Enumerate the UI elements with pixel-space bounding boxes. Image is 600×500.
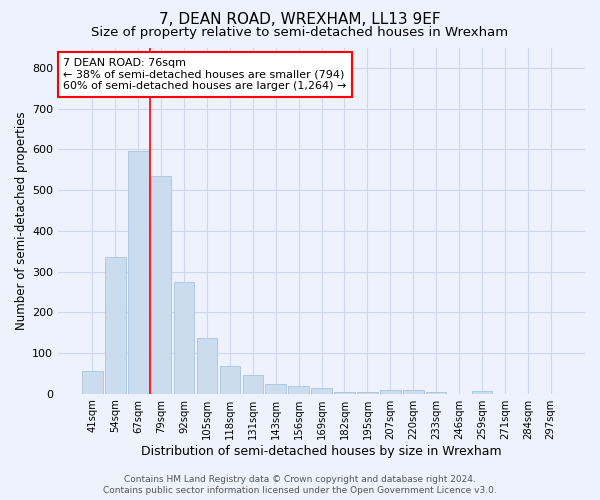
Bar: [174, 282, 194, 394]
Y-axis label: Number of semi-detached properties: Number of semi-detached properties: [15, 112, 28, 330]
X-axis label: Distribution of semi-detached houses by size in Wrexham: Distribution of semi-detached houses by …: [141, 444, 502, 458]
Bar: [105, 258, 125, 394]
Text: 7 DEAN ROAD: 76sqm
← 38% of semi-detached houses are smaller (794)
60% of semi-d: 7 DEAN ROAD: 76sqm ← 38% of semi-detache…: [64, 58, 347, 91]
Text: Size of property relative to semi-detached houses in Wrexham: Size of property relative to semi-detach…: [91, 26, 509, 39]
Bar: [197, 338, 217, 394]
Bar: [403, 390, 424, 394]
Bar: [151, 176, 172, 394]
Bar: [357, 392, 378, 394]
Bar: [311, 388, 332, 394]
Bar: [128, 152, 149, 394]
Text: Contains public sector information licensed under the Open Government Licence v3: Contains public sector information licen…: [103, 486, 497, 495]
Bar: [265, 384, 286, 394]
Text: 7, DEAN ROAD, WREXHAM, LL13 9EF: 7, DEAN ROAD, WREXHAM, LL13 9EF: [159, 12, 441, 28]
Bar: [334, 392, 355, 394]
Bar: [472, 392, 493, 394]
Bar: [220, 366, 240, 394]
Text: Contains HM Land Registry data © Crown copyright and database right 2024.: Contains HM Land Registry data © Crown c…: [124, 475, 476, 484]
Bar: [82, 372, 103, 394]
Bar: [380, 390, 401, 394]
Bar: [289, 386, 309, 394]
Bar: [426, 392, 446, 394]
Bar: [242, 376, 263, 394]
